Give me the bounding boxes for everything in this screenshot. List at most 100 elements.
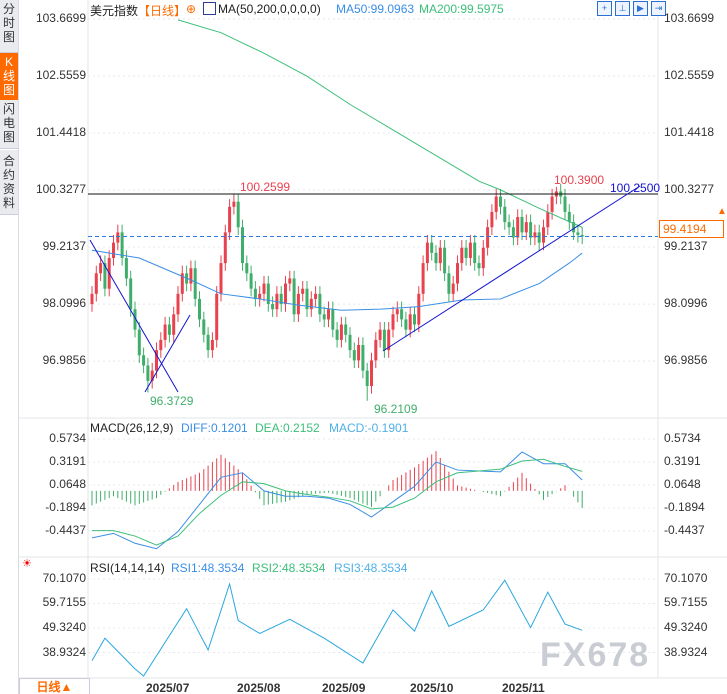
candle xyxy=(129,278,133,310)
high-label: 100.3900 xyxy=(554,173,605,187)
rsi3-value: RSI3:48.3534 xyxy=(334,561,408,575)
candle xyxy=(542,227,545,243)
candle xyxy=(382,329,386,351)
exit-icon[interactable]: ⇥ xyxy=(651,1,666,16)
period-selector[interactable]: 日线▲ xyxy=(19,678,90,694)
indicator-icon[interactable] xyxy=(203,2,216,15)
macd-tick-label: -0.1894 xyxy=(664,499,705,514)
candle xyxy=(90,293,94,305)
candle xyxy=(309,298,313,310)
candle xyxy=(262,283,266,294)
candle xyxy=(163,324,167,340)
candle xyxy=(202,319,206,335)
candle xyxy=(339,324,343,340)
candle xyxy=(215,293,219,340)
ma200-value: MA200:99.5975 xyxy=(419,2,504,16)
candle xyxy=(223,232,227,264)
candle xyxy=(499,196,502,207)
candle xyxy=(305,288,309,310)
candle xyxy=(120,232,124,258)
candle xyxy=(572,222,576,233)
candle xyxy=(430,242,434,253)
candle xyxy=(576,232,580,235)
candle xyxy=(378,329,382,340)
candle xyxy=(210,339,214,351)
candle xyxy=(357,345,361,361)
candle xyxy=(146,365,150,381)
candle xyxy=(296,293,300,315)
month-label: 2025/09 xyxy=(322,681,366,694)
candle xyxy=(352,350,356,361)
candle xyxy=(563,196,567,212)
candle xyxy=(533,232,537,238)
rsi-tick-label: 49.3240 xyxy=(42,620,86,634)
candle xyxy=(503,206,507,223)
current-price-badge: 99.4194 xyxy=(659,220,724,238)
candle xyxy=(447,273,451,294)
rsi2-value: RSI2:48.3534 xyxy=(252,561,326,575)
candle xyxy=(133,309,137,330)
candle xyxy=(425,242,429,264)
candle xyxy=(404,319,408,330)
candle xyxy=(468,242,472,258)
macd-tick-label: 0.5734 xyxy=(664,431,701,446)
candle xyxy=(155,350,158,371)
rsi-tick-label: 70.1070 xyxy=(42,570,86,585)
rsi-settings-icon[interactable]: ☀ xyxy=(22,558,32,570)
rsi-tick-label: 59.7155 xyxy=(664,595,708,610)
candle xyxy=(206,334,210,351)
candle xyxy=(395,309,399,315)
price-tick-label: 103.6699 xyxy=(664,10,715,25)
zoom-icon[interactable]: ▶ xyxy=(633,1,648,16)
candle xyxy=(318,293,322,315)
candle xyxy=(473,242,477,264)
candle xyxy=(477,263,481,269)
candle xyxy=(486,227,490,248)
candle xyxy=(159,339,163,351)
price-arrow-icon: ▲ xyxy=(717,206,727,217)
month-label: 2025/08 xyxy=(237,681,281,694)
settings-icon[interactable]: ⊕ xyxy=(186,2,197,16)
month-label: 2025/11 xyxy=(502,681,545,694)
fit-icon[interactable]: ⊥ xyxy=(615,1,630,16)
candle xyxy=(176,293,180,315)
candle xyxy=(94,273,98,294)
candle xyxy=(546,211,550,228)
candle xyxy=(258,293,262,299)
rsi-tick-label: 70.1070 xyxy=(664,570,708,585)
price-tick-label: 99.2137 xyxy=(664,239,708,254)
candle xyxy=(116,232,120,243)
candle xyxy=(142,355,146,366)
period-label[interactable]: 【日线】 xyxy=(138,4,187,18)
price-tick-label: 101.4418 xyxy=(664,124,715,139)
candle xyxy=(365,370,369,386)
price-tick-label: 98.0996 xyxy=(42,296,86,311)
candle xyxy=(443,247,447,274)
price-tick-label: 102.5559 xyxy=(35,67,86,82)
low-label: 96.2109 xyxy=(374,402,418,416)
candle xyxy=(137,329,141,356)
macd-tick-label: -0.1894 xyxy=(45,499,86,514)
candle xyxy=(408,314,412,330)
candle xyxy=(413,314,416,325)
macd-tick-label: 0.0648 xyxy=(664,477,701,491)
low-label: 96.3729 xyxy=(150,394,194,408)
ma-label: MA(50,200,0,0,0,0) xyxy=(218,2,321,16)
sidebar-item-kline[interactable]: K线图 xyxy=(0,53,18,101)
candle xyxy=(494,196,498,212)
month-label: 2025/10 xyxy=(410,681,454,694)
candle xyxy=(150,370,154,381)
sidebar-item-intraday[interactable]: 分时图 xyxy=(0,0,18,53)
macd-diff: DIFF:0.1201 xyxy=(181,421,248,435)
crosshair-icon[interactable]: + xyxy=(597,1,612,16)
macd-tick-label: 0.0648 xyxy=(49,477,86,491)
candle xyxy=(241,227,244,264)
candle xyxy=(236,201,240,228)
sidebar-item-flash[interactable]: 闪电图 xyxy=(0,100,18,149)
candle xyxy=(550,196,554,212)
sidebar-item-contract-info[interactable]: 合约资料 xyxy=(0,150,18,215)
candle xyxy=(253,288,257,299)
rsi-line xyxy=(91,579,583,677)
candle xyxy=(193,268,197,299)
